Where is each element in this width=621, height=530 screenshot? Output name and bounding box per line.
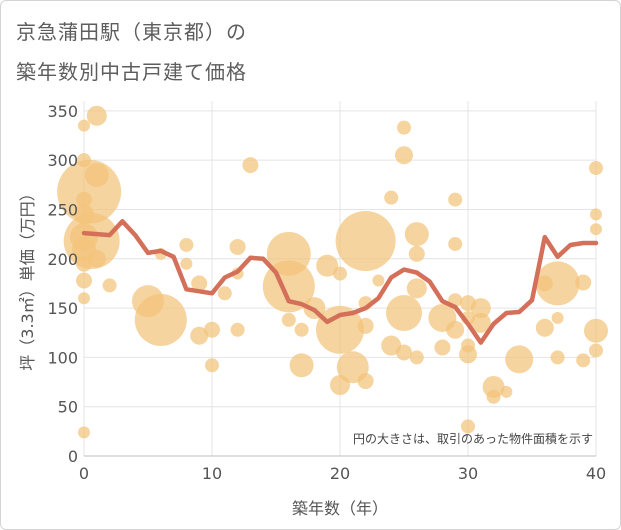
data-bubble (217, 286, 232, 301)
data-bubble (461, 419, 475, 434)
y-tick-label: 150 (47, 299, 78, 318)
data-bubble (550, 350, 565, 365)
data-bubble (482, 375, 505, 398)
x-axis-title: 築年数（年） (292, 499, 388, 518)
data-bubble (102, 278, 117, 293)
data-bubble (406, 278, 427, 299)
x-tick-label: 10 (202, 464, 222, 483)
y-axis-title: 坪（3.3㎡）単価（万円） (18, 185, 37, 370)
y-tick-label: 200 (47, 250, 78, 269)
x-tick-label: 40 (586, 464, 606, 483)
data-bubble (335, 211, 396, 272)
data-bubble (333, 266, 347, 281)
bubbles (57, 105, 608, 439)
data-bubble (281, 312, 296, 327)
data-bubble (448, 192, 463, 207)
data-bubble (76, 272, 92, 289)
data-bubble (448, 236, 463, 251)
x-tick-label: 20 (330, 464, 350, 483)
data-bubble (78, 119, 90, 132)
data-bubble (357, 317, 374, 334)
y-tick-label: 250 (47, 200, 78, 219)
data-bubble (408, 245, 425, 262)
y-tick-label: 0 (68, 447, 78, 466)
y-tick-label: 300 (47, 151, 78, 170)
x-tick-label: 0 (79, 464, 89, 483)
data-bubble (190, 326, 209, 345)
data-bubble (384, 190, 399, 205)
data-bubble (470, 312, 491, 333)
data-bubble (84, 162, 109, 187)
data-bubble (229, 238, 246, 255)
data-bubble (205, 358, 219, 373)
data-bubble (86, 105, 107, 126)
data-bubble (180, 257, 193, 270)
y-tick-label: 350 (47, 102, 78, 121)
data-bubble (78, 292, 90, 305)
data-bubble (590, 208, 602, 221)
data-bubble (446, 320, 465, 339)
data-bubble (386, 295, 422, 332)
data-bubble (87, 249, 106, 268)
y-axis-ticks: 0 50 100 150 200 250 300 350 (47, 102, 78, 466)
chart-title-line2: 築年数別中古戸建て価格 (16, 60, 247, 84)
y-tick-label: 50 (58, 398, 78, 417)
bubble-size-note: 円の大きさは、取引のあった物件面積を示す (353, 431, 593, 446)
y-tick-label: 100 (47, 348, 78, 367)
data-bubble (459, 345, 477, 364)
data-bubble (78, 426, 90, 439)
data-bubble (505, 345, 534, 374)
data-bubble (551, 311, 564, 324)
data-bubble (316, 305, 364, 354)
data-bubble (409, 350, 424, 365)
data-bubble (191, 275, 208, 292)
data-bubble (396, 344, 412, 361)
data-bubble (289, 353, 314, 378)
data-bubble (134, 293, 187, 346)
data-bubble (357, 373, 374, 390)
data-bubble (395, 146, 413, 165)
data-bubble (584, 318, 608, 343)
data-bubble (535, 318, 554, 337)
data-bubble (500, 385, 513, 398)
chart-title-line1: 京急蒲田駅（東京都）の (16, 20, 247, 44)
data-bubble (434, 339, 451, 356)
data-bubble (242, 157, 259, 174)
data-bubble (204, 321, 220, 338)
data-bubble (372, 274, 385, 287)
data-bubble (230, 322, 245, 337)
data-bubble (535, 261, 580, 306)
data-bubble (590, 223, 602, 236)
data-bubble (381, 335, 402, 356)
data-bubble (575, 274, 592, 291)
data-bubble (470, 298, 491, 319)
data-bubble (397, 120, 411, 135)
data-bubble (589, 343, 603, 358)
data-bubble (316, 254, 339, 277)
data-bubble (589, 161, 603, 176)
data-bubble (576, 353, 591, 368)
x-tick-label: 30 (458, 464, 478, 483)
data-bubble (63, 213, 120, 270)
x-axis-ticks: 0 10 20 30 40 (79, 464, 606, 483)
average-price-line (81, 219, 599, 345)
data-bubble (404, 222, 429, 247)
data-bubble (179, 237, 194, 252)
data-bubble (294, 322, 309, 337)
data-bubble (486, 389, 501, 404)
